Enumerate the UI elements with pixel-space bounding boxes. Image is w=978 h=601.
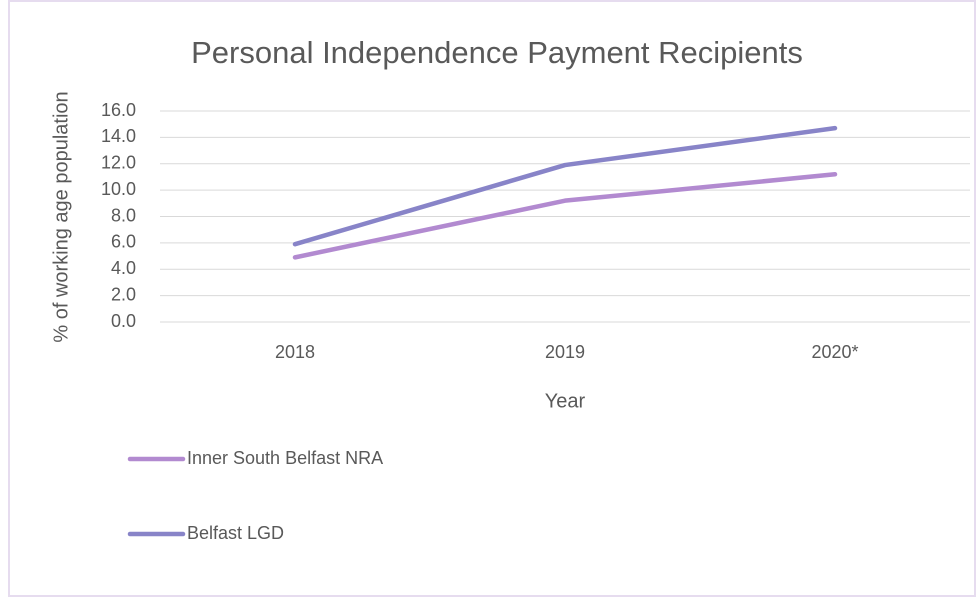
chart-title: Personal Independence Payment Recipients bbox=[191, 35, 803, 70]
legend-label: Belfast LGD bbox=[187, 523, 284, 543]
y-tick-label: 2.0 bbox=[111, 284, 136, 304]
line-series bbox=[292, 125, 838, 247]
chart-border bbox=[8, 0, 976, 597]
y-tick-label: 8.0 bbox=[111, 205, 136, 225]
x-tick-label: 2020* bbox=[811, 342, 858, 362]
y-axis-label: % of working age population bbox=[50, 91, 72, 342]
y-tick-label: 16.0 bbox=[101, 100, 136, 120]
y-tick-label: 0.0 bbox=[111, 311, 136, 331]
legend-label: Inner South Belfast NRA bbox=[187, 448, 383, 468]
line-series bbox=[292, 172, 838, 260]
y-tick-label: 6.0 bbox=[111, 232, 136, 252]
y-tick-label: 4.0 bbox=[111, 258, 136, 278]
y-tick-label: 14.0 bbox=[101, 126, 136, 146]
y-tick-label: 12.0 bbox=[101, 153, 136, 173]
y-tick-label: 10.0 bbox=[101, 179, 136, 199]
x-tick-label: 2018 bbox=[275, 342, 315, 362]
x-axis-label: Year bbox=[545, 390, 586, 412]
x-tick-label: 2019 bbox=[545, 342, 585, 362]
